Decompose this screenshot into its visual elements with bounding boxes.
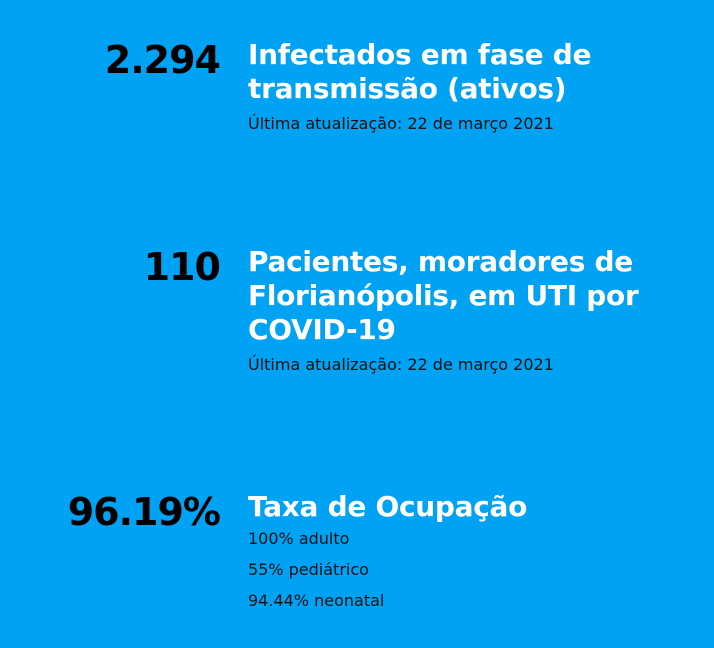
- stat-title-line: Florianópolis, em UTI por: [248, 279, 639, 312]
- occupancy-neonatal: 94.44% neonatal: [248, 591, 385, 610]
- stat-title-line: COVID-19: [248, 313, 396, 346]
- stat-title-line: Infectados em fase de: [248, 38, 592, 71]
- stat-content: Taxa de Ocupação 100% adulto 55% pediátr…: [248, 490, 708, 622]
- stat-title: Pacientes, moradores de Florianópolis, e…: [248, 245, 708, 347]
- occupancy-details: 100% adulto 55% pediátrico 94.44% neonat…: [248, 529, 708, 611]
- stat-value: 2.294: [104, 38, 221, 82]
- occupancy-adult: 100% adulto: [248, 529, 350, 548]
- stat-content: Pacientes, moradores de Florianópolis, e…: [248, 245, 708, 375]
- stat-title-line: transmissão (ativos): [248, 72, 567, 105]
- stat-value: 96.19%: [67, 490, 221, 534]
- stat-title: Taxa de Ocupação: [248, 490, 708, 524]
- stat-value: 110: [143, 245, 221, 289]
- stat-title-line: Pacientes, moradores de: [248, 245, 633, 278]
- stat-title-line: Taxa de Ocupação: [248, 490, 528, 523]
- last-updated: Última atualização: 22 de março 2021: [248, 355, 554, 374]
- stat-content: Infectados em fase de transmissão (ativo…: [248, 38, 708, 134]
- stat-title: Infectados em fase de transmissão (ativo…: [248, 38, 708, 106]
- last-updated: Última atualização: 22 de março 2021: [248, 114, 554, 133]
- occupancy-pediatric: 55% pediátrico: [248, 560, 369, 579]
